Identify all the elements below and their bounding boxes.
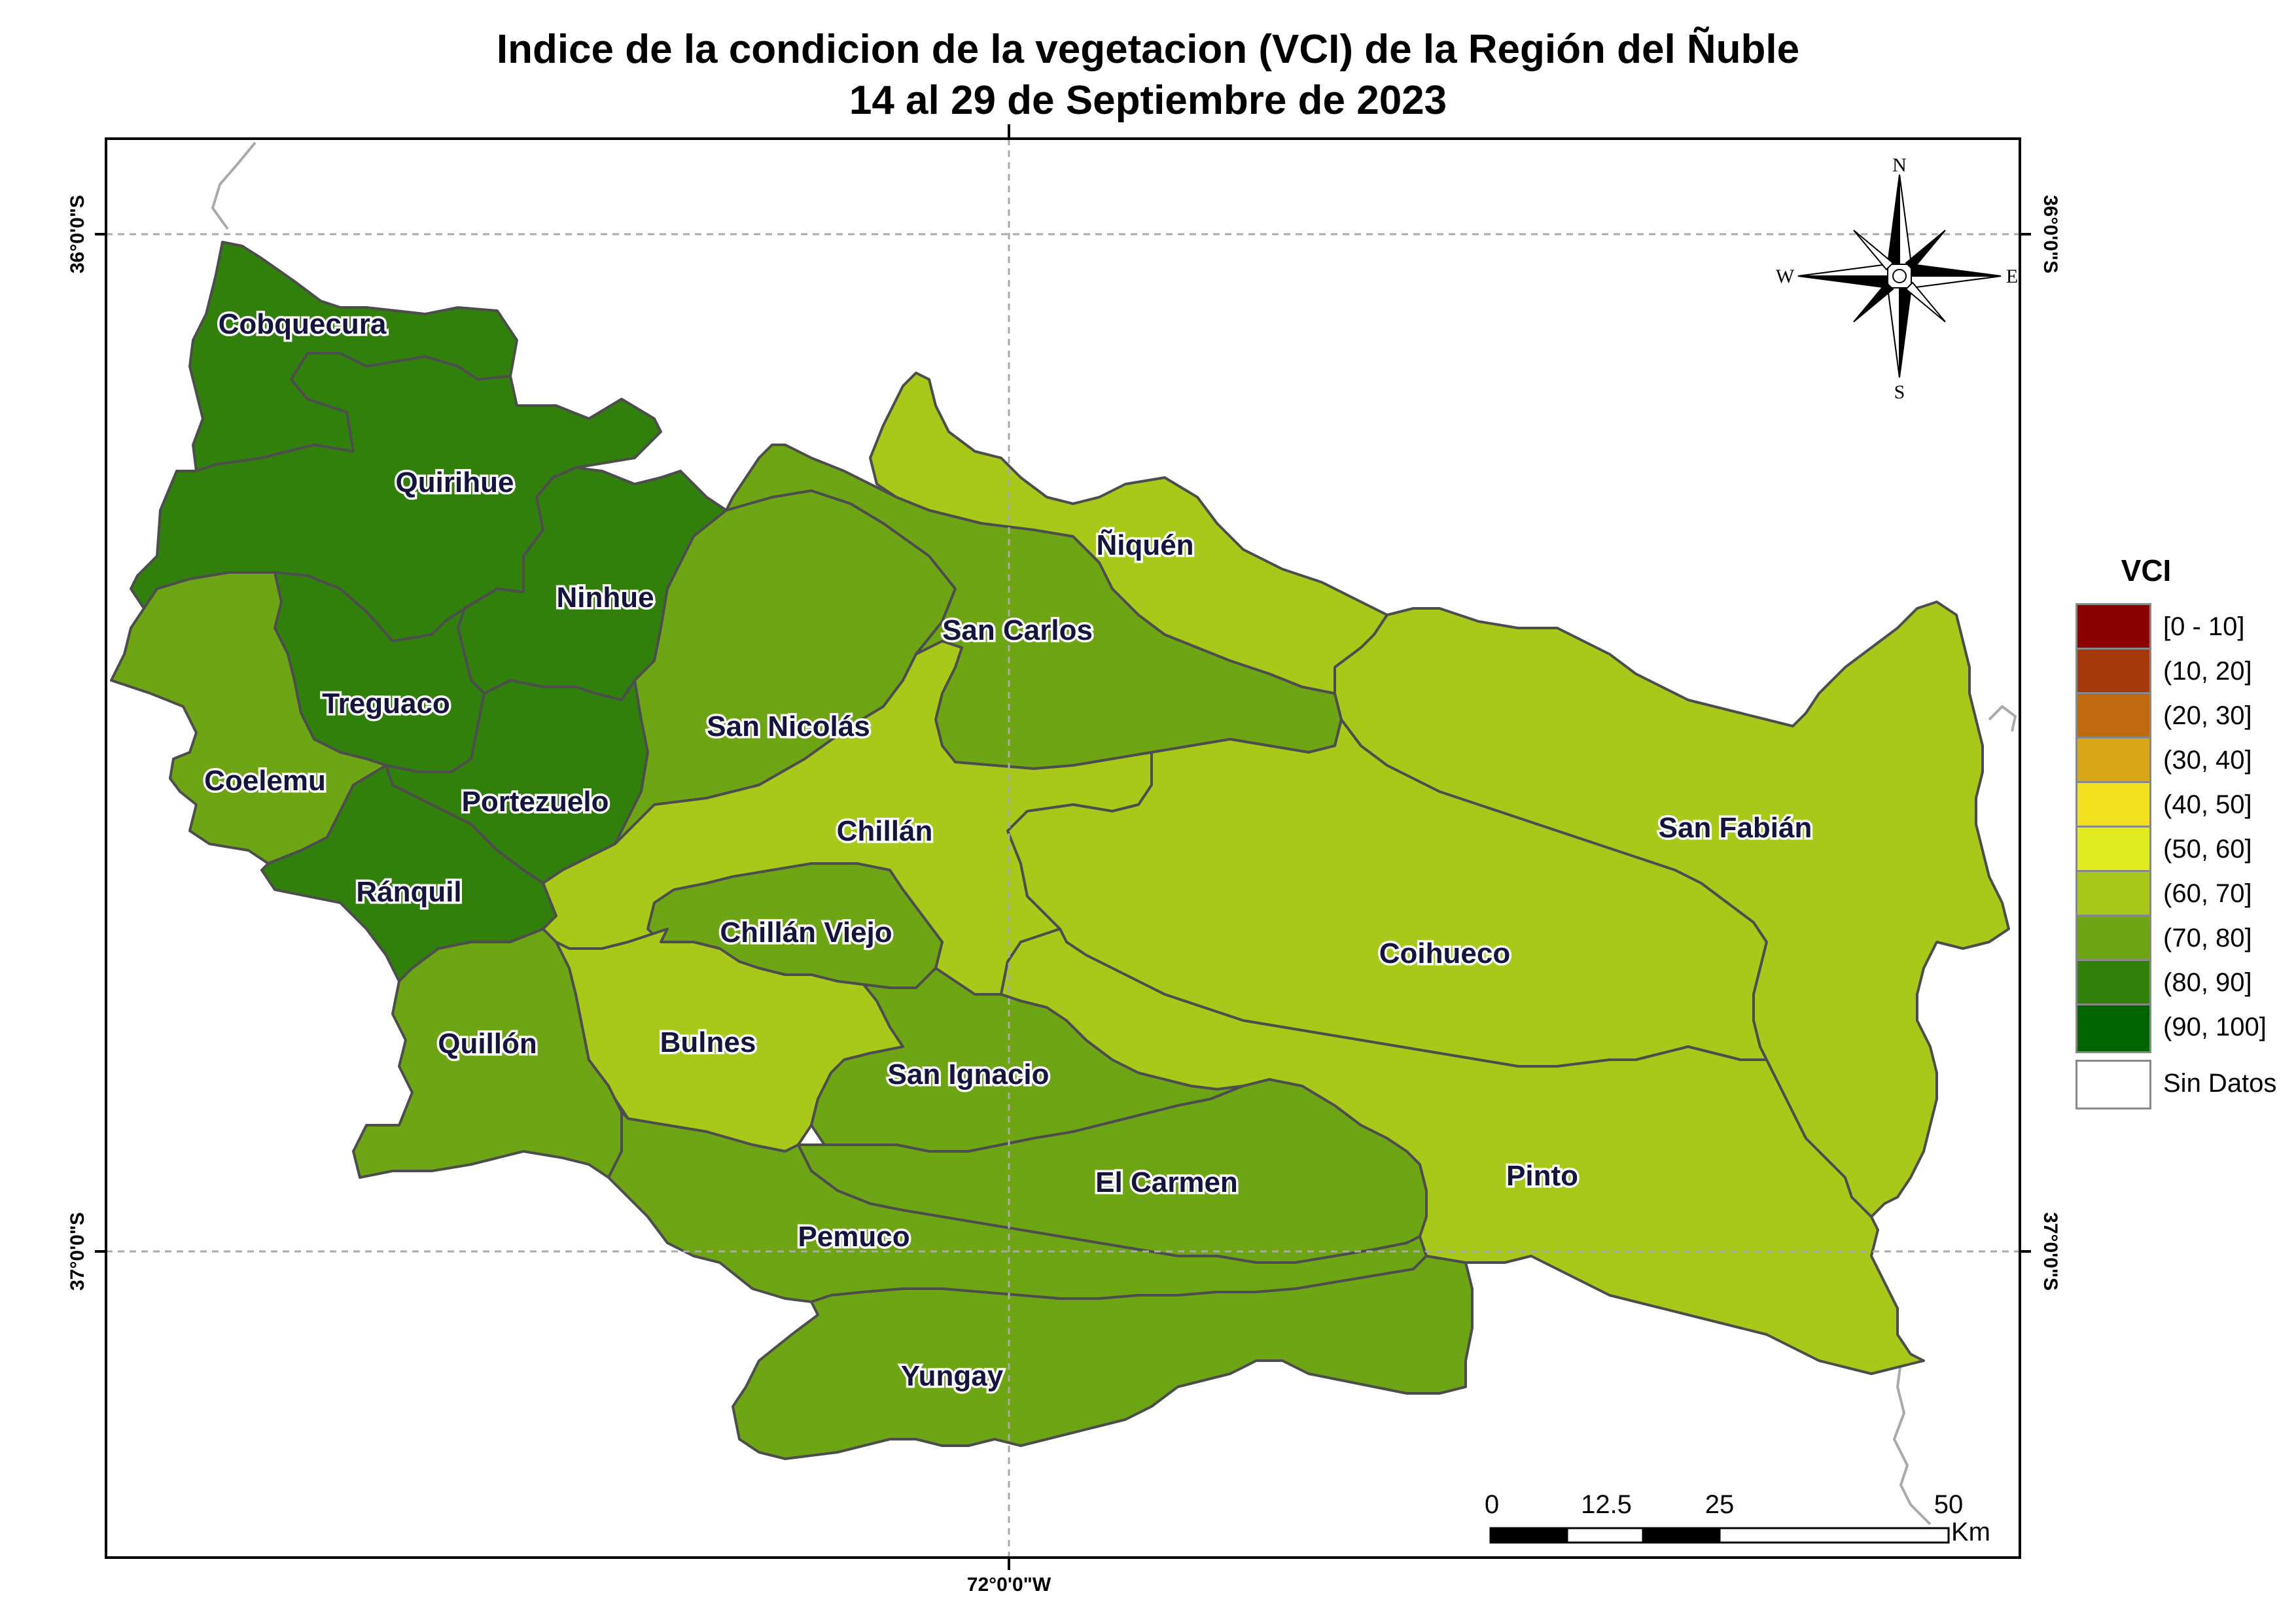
label-bulnes: Bulnes: [660, 1026, 756, 1058]
scale-tick-0: 0: [1484, 1490, 1500, 1519]
label-ranquil: Ránquil: [356, 876, 461, 908]
label-ninhue: Ninhue: [556, 582, 654, 614]
legend-swatch: [2075, 648, 2151, 697]
lat-label-left-bottom: 37°0'0"S: [67, 1212, 88, 1291]
legend-label: (50, 60]: [2163, 835, 2252, 864]
legend-label: Sin Datos: [2163, 1069, 2277, 1098]
label-san-carlos: San Carlos: [942, 614, 1093, 646]
compass-w: W: [1776, 266, 1795, 287]
legend-label: (10, 20]: [2163, 657, 2252, 686]
legend-title: VCI: [2121, 553, 2172, 587]
graticule: [106, 139, 2020, 1558]
map-frame: [105, 137, 2021, 1559]
label-treguaco: Treguaco: [322, 688, 450, 720]
legend-swatch: [2075, 959, 2151, 1009]
legend-label: (80, 90]: [2163, 968, 2252, 997]
legend-label: (90, 100]: [2163, 1013, 2267, 1041]
label-coihueco: Coihueco: [1379, 937, 1510, 969]
comuna-pinto[interactable]: [1000, 928, 1925, 1375]
scale-tick-25: 25: [1704, 1490, 1735, 1519]
label-chillan: Chillán: [837, 815, 933, 847]
label-pemuco: Pemuco: [798, 1221, 910, 1253]
label-quillon: Quillón: [438, 1028, 537, 1060]
comunas-layer: [110, 241, 2010, 1460]
scale-bar: [1489, 1527, 1950, 1544]
legend-swatch: [2075, 870, 2151, 920]
legend-label: (30, 40]: [2163, 746, 2252, 775]
lon-label-bottom: 72°0'0"W: [967, 1574, 1051, 1596]
legend-label: (70, 80]: [2163, 924, 2252, 952]
compass-s: S: [1894, 381, 1905, 403]
legend-swatch: [2075, 603, 2151, 653]
compass-n: N: [1892, 154, 1907, 176]
legend-label: (20, 30]: [2163, 701, 2252, 730]
label-cobquecura: Cobquecura: [219, 308, 387, 340]
legend-swatch: [2075, 781, 2151, 831]
label-yungay: Yungay: [901, 1360, 1004, 1392]
legend-label: (40, 50]: [2163, 790, 2252, 819]
label-portezuelo: Portezuelo: [462, 786, 609, 818]
label-pinto: Pinto: [1506, 1160, 1578, 1192]
map-title: Indice de la condicion de la vegetacion …: [496, 27, 1800, 72]
legend-swatch: [2075, 692, 2151, 742]
compass-e: E: [2006, 266, 2018, 287]
scale-tick-12-5: 12.5: [1581, 1490, 1632, 1519]
north-arrow-icon: N S E W: [1776, 154, 2018, 403]
label-san-ignacio: San Ignacio: [888, 1058, 1050, 1091]
legend-swatch: [2075, 1003, 2151, 1053]
lat-label-left-top: 36°0'0"S: [67, 195, 88, 273]
label-niquen: Ñiquén: [1096, 529, 1193, 561]
label-chillan-viejo: Chillán Viejo: [720, 916, 892, 949]
scale-tick-50: 50: [1934, 1490, 1964, 1519]
legend-swatch: [2075, 737, 2151, 786]
legend-swatch: [2075, 1060, 2151, 1109]
label-el-carmen: El Carmen: [1095, 1166, 1238, 1198]
legend-swatch: [2075, 826, 2151, 875]
map-subtitle: 14 al 29 de Septiembre de 2023: [849, 78, 1447, 123]
label-san-nicolas: San Nicolás: [707, 710, 870, 742]
label-coelemu: Coelemu: [204, 765, 326, 797]
comuna-yungay[interactable]: [732, 1255, 1474, 1460]
legend-label: [0 - 10]: [2163, 612, 2245, 641]
scale-unit: Km: [1951, 1518, 1990, 1546]
comuna-san-fabian[interactable]: [1333, 601, 2010, 1218]
lat-label-right-bottom: 37°0'0"S: [2040, 1212, 2061, 1291]
lat-label-right-top: 36°0'0"S: [2040, 195, 2061, 273]
label-san-fabian: San Fabián: [1659, 812, 1812, 844]
external-boundary: [211, 141, 2017, 1526]
label-quirihue: Quirihue: [396, 466, 514, 498]
comuna-labels: Cobquecura Quirihue Ninhue Treguaco Port…: [202, 306, 1814, 1395]
legend-swatch: [2075, 915, 2151, 964]
legend-label: (60, 70]: [2163, 879, 2252, 908]
frame-ticks: [95, 124, 2031, 1570]
